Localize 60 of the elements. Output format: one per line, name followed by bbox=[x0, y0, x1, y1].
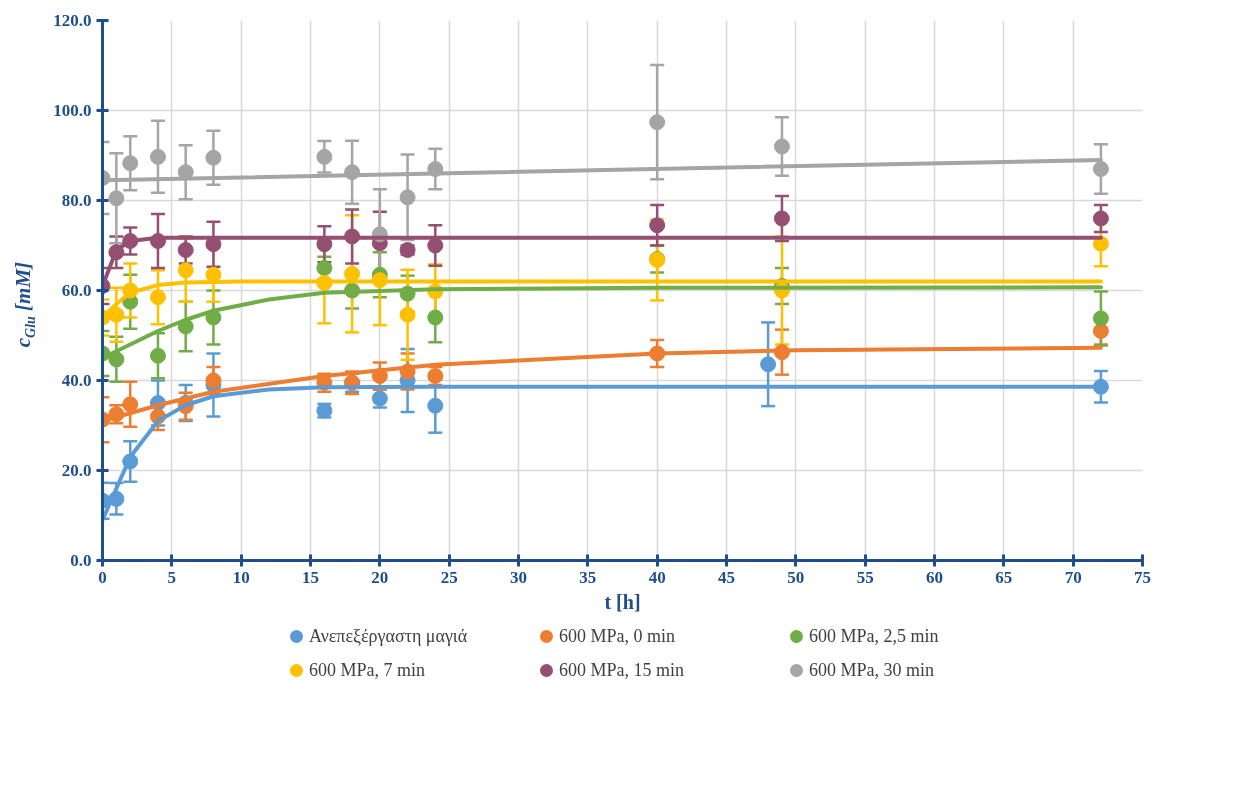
point bbox=[205, 372, 222, 389]
x-tick-label: 55 bbox=[856, 567, 874, 587]
point bbox=[177, 242, 194, 258]
point bbox=[108, 306, 125, 323]
y-tick-label: 80.0 bbox=[61, 191, 92, 210]
point bbox=[773, 138, 790, 155]
point bbox=[108, 190, 125, 207]
x-tick-label: 5 bbox=[167, 567, 177, 587]
legend-label: 600 MPa, 30 min bbox=[809, 658, 935, 682]
point bbox=[108, 351, 125, 368]
point bbox=[760, 356, 777, 373]
x-tick-label: 65 bbox=[995, 567, 1013, 587]
x-tick-label: 45 bbox=[718, 567, 735, 587]
legend-label: 600 MPa, 0 min bbox=[559, 625, 676, 648]
point bbox=[149, 347, 166, 364]
legend-label: 600 MPa, 15 min bbox=[559, 658, 685, 682]
y-tick-label: 20.0 bbox=[61, 461, 92, 480]
point bbox=[773, 210, 790, 227]
point bbox=[399, 189, 416, 206]
x-tick-label: 75 bbox=[1134, 567, 1151, 587]
x-tick-label: 25 bbox=[440, 567, 458, 587]
x-tick-label: 60 bbox=[926, 567, 943, 587]
point bbox=[205, 149, 222, 166]
x-tick-label: 70 bbox=[1064, 567, 1082, 587]
point bbox=[427, 397, 444, 414]
y-tick-label: 60.0 bbox=[61, 281, 92, 300]
point bbox=[399, 306, 416, 323]
point bbox=[205, 266, 222, 283]
point bbox=[427, 237, 444, 254]
x-tick-label: 10 bbox=[232, 567, 250, 587]
point bbox=[344, 265, 361, 282]
x-tick-label: 50 bbox=[787, 567, 805, 587]
point bbox=[149, 148, 166, 165]
point bbox=[1092, 323, 1109, 339]
point bbox=[316, 260, 333, 276]
x-axis-title: t [h] bbox=[604, 590, 641, 613]
point bbox=[149, 289, 166, 306]
x-tick-label: 0 bbox=[98, 567, 107, 587]
legend-label: 600 MPa, 2,5 min bbox=[809, 625, 939, 648]
y-tick-label: 40.0 bbox=[61, 371, 92, 390]
y-tick-label: 120.0 bbox=[53, 11, 92, 30]
point bbox=[1092, 310, 1109, 327]
y-tick-label: 100.0 bbox=[53, 101, 92, 120]
point bbox=[177, 262, 194, 279]
x-tick-label: 20 bbox=[371, 567, 389, 587]
point bbox=[649, 217, 666, 234]
x-tick-label: 35 bbox=[579, 567, 597, 587]
x-tick-label: 30 bbox=[510, 567, 527, 587]
x-tick-label: 15 bbox=[302, 567, 319, 587]
y-tick-label: 0.0 bbox=[70, 551, 92, 570]
legend-label: Ανεπεξέργαστη μαγιά bbox=[309, 625, 468, 648]
point bbox=[1092, 161, 1109, 177]
x-tick-label: 40 bbox=[648, 567, 666, 587]
point bbox=[316, 148, 333, 165]
legend-label: 600 MPa, 7 min bbox=[309, 658, 426, 682]
point bbox=[122, 155, 139, 172]
point bbox=[427, 309, 444, 326]
point bbox=[122, 396, 139, 413]
point bbox=[1092, 210, 1109, 227]
point bbox=[649, 114, 666, 131]
